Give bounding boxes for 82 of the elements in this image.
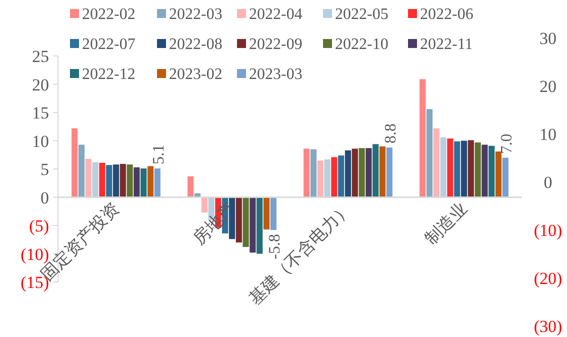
bar [201, 197, 208, 213]
y-tick-label: 15 [32, 104, 49, 122]
y2-tick-label: 0 [544, 173, 552, 192]
legend-label: 2022-12 [82, 66, 136, 83]
bar [72, 128, 78, 198]
bar [440, 137, 446, 198]
data-label: 7.0 [498, 134, 516, 154]
bar [85, 158, 92, 198]
legend-label: 2022-07 [82, 36, 136, 53]
bar [140, 168, 147, 198]
y-tick-label: 25 [32, 47, 49, 66]
y2-tick-label: 10 [540, 125, 556, 144]
bar [324, 159, 330, 198]
bar [188, 176, 194, 198]
bar [242, 197, 249, 247]
y2-tick-label: 30 [540, 29, 556, 48]
bar [426, 109, 433, 198]
legend-label: 2022-04 [249, 6, 302, 23]
bar [372, 144, 379, 198]
bar [147, 166, 154, 198]
bar [317, 160, 324, 198]
bar [304, 148, 310, 198]
y-tick-label: 5 [40, 160, 49, 179]
bar [379, 146, 386, 198]
bar [270, 197, 276, 230]
legend-label: 2022-02 [82, 6, 136, 23]
bar [447, 138, 454, 198]
bar [338, 155, 344, 198]
y2-tick-label: (10) [534, 221, 562, 240]
legend-label: 2023-02 [169, 66, 222, 83]
bar [331, 157, 338, 198]
data-label: -5.8 [266, 234, 284, 260]
bar [310, 149, 317, 198]
bar [120, 164, 126, 198]
data-label: 8.8 [382, 124, 400, 144]
bar [134, 167, 140, 198]
legend-label: 2022-09 [249, 36, 302, 53]
x-tick-label: 制造业 [421, 198, 471, 248]
y2-tick-label: (30) [534, 317, 562, 336]
y-tick-label: (5) [29, 216, 49, 236]
y-tick-label: (10) [20, 244, 49, 264]
legend-label: 2022-03 [169, 6, 222, 23]
bar [386, 148, 392, 198]
bar [263, 197, 270, 230]
bar [106, 165, 112, 198]
bar [482, 144, 488, 198]
bar [99, 162, 106, 198]
y-tick-label: 20 [32, 75, 49, 94]
bar [454, 141, 460, 198]
bar [433, 128, 440, 198]
bar [126, 164, 133, 198]
bar [352, 148, 358, 198]
bar [358, 148, 365, 198]
bar [92, 162, 98, 198]
y2-tick-label: 20 [540, 77, 556, 96]
bar [256, 197, 263, 254]
y-tick-label: 10 [32, 132, 49, 151]
data-label: 5.1 [150, 144, 168, 164]
legend-label: 2022-05 [335, 6, 388, 23]
x-tick-label: 房地产 [189, 198, 239, 248]
bar [474, 142, 481, 198]
legend-label: 2023-03 [249, 66, 302, 83]
y2-tick-label: (20) [534, 269, 562, 288]
bar [366, 148, 372, 198]
bar [488, 146, 495, 198]
bar [154, 168, 160, 198]
bar [228, 197, 236, 240]
bar [250, 197, 256, 253]
y-tick-label: 0 [40, 188, 49, 208]
bar [460, 140, 468, 198]
bar [236, 197, 242, 242]
bar [502, 158, 508, 198]
bar [78, 144, 85, 198]
bar [468, 140, 474, 198]
legend-label: 2022-06 [420, 6, 474, 23]
bar [344, 150, 352, 198]
legend-label: 2022-08 [169, 36, 222, 53]
bar [420, 79, 426, 198]
legend-label: 2022-10 [335, 36, 388, 53]
bar [112, 164, 120, 198]
legend-label: 2022-11 [420, 36, 473, 53]
bar [495, 151, 502, 198]
